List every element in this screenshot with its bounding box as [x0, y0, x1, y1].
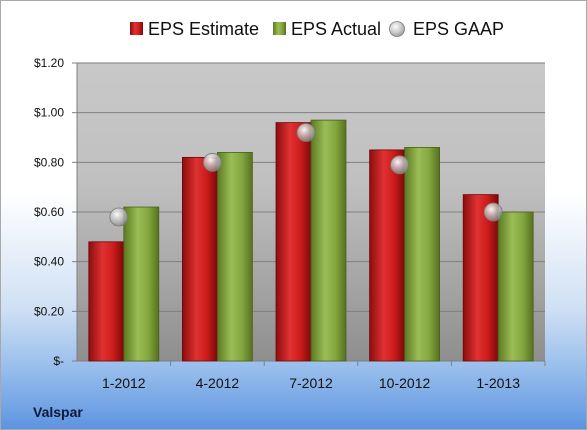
x-tick-label: 1-2013: [476, 375, 520, 391]
marker-eps-gaap: [202, 152, 222, 172]
y-tick-label: $0.20: [34, 304, 64, 318]
marker-eps-gaap: [390, 155, 410, 175]
y-tick-label: $1.20: [34, 56, 64, 70]
y-tick-label: $0.40: [34, 255, 64, 269]
marker-eps-gaap: [296, 123, 316, 142]
bar-eps-estimate: [369, 149, 406, 362]
bar-eps-estimate: [181, 156, 218, 362]
bar-eps-actual: [123, 206, 160, 362]
bar-eps-actual: [497, 211, 534, 362]
bar-eps-estimate: [462, 194, 499, 362]
x-tick-label: 7-2012: [289, 375, 333, 391]
legend-label-actual: EPS Actual: [291, 19, 381, 39]
bar-eps-actual: [404, 147, 441, 362]
x-axis-labels: 1-2012 4-2012 7-2012 10-2012 1-2013: [102, 361, 546, 391]
legend: EPS Estimate EPS Actual EPS GAAP: [130, 19, 504, 39]
y-tick-label: $0.80: [34, 155, 64, 169]
bar-eps-actual: [310, 119, 347, 362]
marker-eps-gaap: [483, 202, 503, 222]
legend-swatch-gaap: [389, 21, 405, 37]
y-tick-label: $1.00: [34, 106, 64, 120]
company-name: Valspar: [33, 404, 83, 420]
legend-swatch-estimate: [130, 22, 143, 35]
x-tick-label: 4-2012: [196, 375, 240, 391]
bar-eps-estimate: [88, 241, 125, 362]
y-tick-label: $-: [53, 354, 64, 368]
bars: [88, 119, 534, 362]
x-tick-label: 1-2012: [102, 375, 146, 391]
y-tick-label: $0.60: [34, 205, 64, 219]
legend-label-estimate: EPS Estimate: [148, 19, 259, 39]
gaap-markers: [109, 123, 503, 227]
marker-eps-gaap: [109, 207, 129, 227]
legend-swatch-actual: [273, 22, 286, 35]
x-tick-label: 10-2012: [379, 375, 431, 391]
bar-eps-estimate: [275, 122, 312, 362]
legend-label-gaap: EPS GAAP: [413, 19, 504, 39]
bar-eps-actual: [216, 151, 253, 362]
